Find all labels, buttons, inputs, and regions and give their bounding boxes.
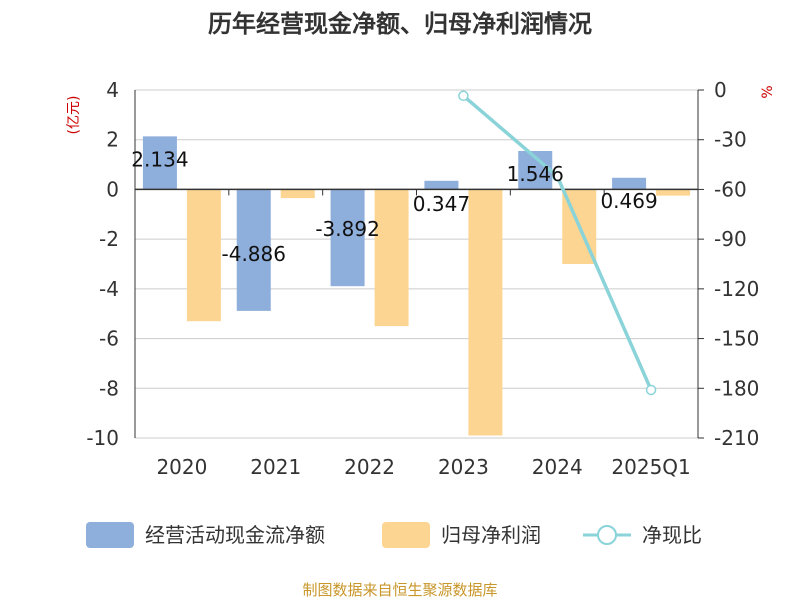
right-tick-label: -210 (714, 426, 759, 450)
right-tick-label: -180 (714, 376, 759, 400)
cashflow-data-label: -4.886 (222, 242, 286, 266)
legend-swatch-netprofit (382, 522, 430, 548)
cashflow-data-label: 0.347 (413, 192, 470, 216)
bar-cashflow (330, 189, 365, 287)
x-tick-label: 2021 (250, 455, 301, 479)
legend-label-netprofit: 归母净利润 (441, 523, 541, 547)
left-tick-label: 0 (106, 177, 119, 201)
left-tick-label: 4 (106, 78, 119, 102)
left-tick-label: -8 (99, 376, 119, 400)
bar-cashflow (142, 136, 177, 190)
cashflow-data-label: 2.134 (131, 147, 188, 171)
ratio-point (645, 384, 657, 396)
ratio-line-layer (458, 90, 657, 396)
bar-netprofit (656, 189, 691, 196)
right-tick-label: -60 (714, 177, 747, 201)
legend-label-ratio: 净现比 (642, 523, 702, 547)
bar-cashflow (236, 189, 271, 311)
x-tick-label: 2025Q1 (611, 455, 690, 479)
right-tick-label: -150 (714, 327, 759, 351)
left-tick-label: -6 (99, 327, 119, 351)
x-tick-label: 2020 (156, 455, 207, 479)
left-axis-unit: (亿元) (66, 96, 82, 135)
chart-title: 历年经营现金净额、归母净利润情况 (208, 10, 592, 38)
left-tick-label: -4 (99, 277, 119, 301)
cashflow-data-label: 0.469 (600, 189, 657, 213)
bar-cashflow (424, 180, 459, 190)
left-tick-label: -2 (99, 227, 119, 251)
left-tick-label: 2 (106, 128, 119, 152)
right-tick-label: -90 (714, 227, 747, 251)
x-tick-label: 2023 (438, 455, 489, 479)
bars-layer (142, 136, 691, 436)
right-tick-label: 0 (714, 78, 727, 102)
legend-swatch-cashflow (86, 522, 134, 548)
right-axis-unit: % (760, 85, 776, 98)
source-note: 制图数据来自恒生聚源数据库 (302, 581, 497, 599)
bar-netprofit (374, 189, 409, 327)
axes: 4 2 0 -2 -4 -6 -8 -10 0 -30 -60 -90 -120 -150 -180 -210… (86, 78, 759, 479)
ratio-point (458, 90, 469, 102)
ratio-point (552, 170, 563, 182)
bar-netprofit (280, 189, 315, 199)
x-tick-label: 2024 (532, 455, 583, 479)
left-tick-label: -10 (86, 426, 119, 450)
bar-cashflow (612, 177, 647, 190)
legend-label-cashflow: 经营活动现金流净额 (145, 523, 325, 547)
right-tick-label: -30 (714, 128, 747, 152)
legend-marker-ratio (597, 525, 617, 545)
bar-netprofit (186, 189, 221, 322)
cashflow-data-label: -3.892 (315, 217, 379, 241)
legend: 经营活动现金流净额 归母净利润 净现比 (86, 522, 702, 548)
right-tick-label: -120 (714, 277, 759, 301)
x-tick-label: 2022 (344, 455, 395, 479)
bar-netprofit (468, 189, 503, 436)
cashflow-data-label: 1.546 (507, 162, 564, 186)
data-labels: 2.134 -4.886 -3.892 0.347 1.546 0.469 (131, 147, 657, 265)
